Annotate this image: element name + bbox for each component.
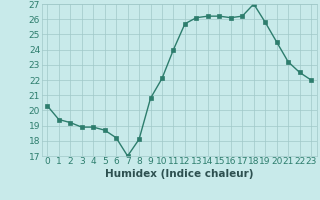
X-axis label: Humidex (Indice chaleur): Humidex (Indice chaleur) (105, 169, 253, 179)
